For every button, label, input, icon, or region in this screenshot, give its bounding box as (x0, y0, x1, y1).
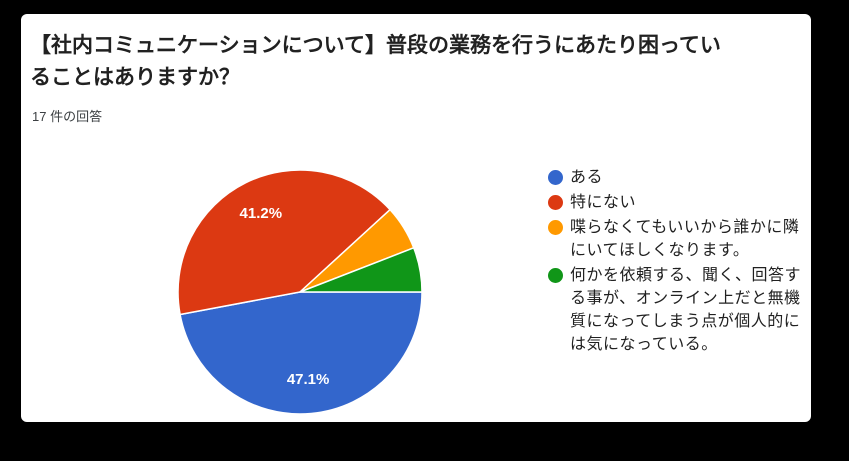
legend-item-1[interactable]: ある (548, 166, 813, 189)
pie-slice-1[interactable] (179, 291, 423, 415)
pie-slice-2[interactable] (177, 169, 391, 316)
legend-label: 喋らなくてもいいから誰かに隣にいてほしくなります。 (570, 219, 800, 259)
legend-label: ある (570, 169, 604, 186)
legend-color-dot (548, 195, 563, 210)
pie-slice-label-1: 47.1% (287, 371, 330, 388)
pie-slice-4[interactable] (299, 247, 423, 293)
legend-color-dot (548, 170, 563, 185)
legend-color-dot (548, 220, 563, 235)
legend-label: 特にない (570, 194, 637, 211)
response-count: 17 件の回答 (32, 109, 103, 124)
pie-slice-label-2: 41.2% (240, 205, 283, 222)
legend-label: 何かを依頼する、聞く、回答する事が、オンライン上だと無機質になってしまう点が個人… (570, 267, 802, 353)
pie-chart: 47.1% 41.2% (175, 167, 425, 417)
legend-item-2[interactable]: 特にない (548, 191, 813, 214)
chart-legend: ある特にない喋らなくてもいいから誰かに隣にいてほしくなります。何かを依頼する、聞… (548, 166, 813, 358)
legend-item-3[interactable]: 喋らなくてもいいから誰かに隣にいてほしくなります。 (548, 216, 813, 262)
question-title: 【社内コミュニケーションについて】普段の業務を行うにあたり困っていることはありま… (30, 34, 721, 89)
legend-color-dot (548, 268, 563, 283)
legend-item-4[interactable]: 何かを依頼する、聞く、回答する事が、オンライン上だと無機質になってしまう点が個人… (548, 264, 813, 356)
form-response-card: 【社内コミュニケーションについて】普段の業務を行うにあたり困っていることはありま… (21, 14, 811, 422)
pie-svg: 47.1% 41.2% (177, 169, 423, 415)
